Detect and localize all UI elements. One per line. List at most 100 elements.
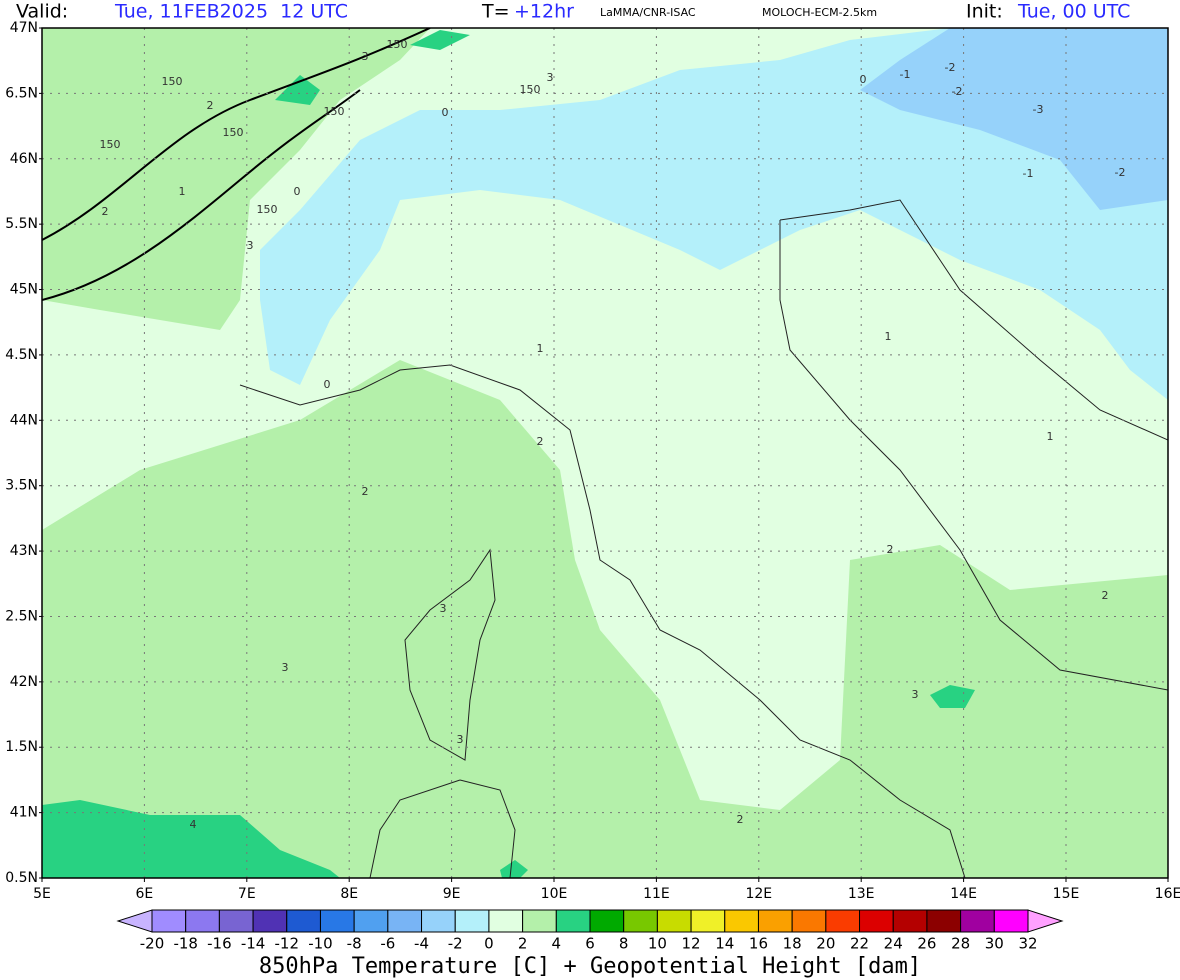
contour-label: 2 — [737, 813, 744, 826]
temp-band-minus2-0 — [260, 28, 1168, 400]
colorbar-box — [960, 909, 995, 933]
colorbar-label: -12 — [275, 935, 300, 953]
lat-label: 2.5N — [5, 608, 38, 624]
colorbar-label: 20 — [816, 935, 835, 953]
lon-label: 12E — [745, 886, 772, 902]
lon-label: 9E — [443, 886, 461, 902]
colorbar-label: -4 — [414, 935, 429, 953]
colorbar-box — [319, 909, 355, 933]
colorbar-label: 2 — [518, 935, 528, 953]
contour-label: 150 — [324, 105, 345, 118]
lat-label: 44N — [10, 412, 38, 428]
lon-label: 16E — [1155, 886, 1180, 902]
contour-label: -1 — [900, 68, 911, 81]
colorbar-box — [724, 909, 759, 933]
contour-label: 3 — [440, 602, 447, 615]
contour-label: 2 — [207, 99, 214, 112]
contour-label: 2 — [537, 435, 544, 448]
colorbar-label: 8 — [619, 935, 629, 953]
colorbar-box — [757, 909, 793, 933]
contour-label: 0 — [442, 106, 449, 119]
contour-label: 150 — [520, 83, 541, 96]
colorbar-label: 30 — [985, 935, 1004, 953]
contour-label: 1 — [537, 342, 544, 355]
lon-label: 6E — [136, 886, 154, 902]
colorbar-label: -2 — [448, 935, 463, 953]
colorbar-label: -18 — [173, 935, 198, 953]
lat-label: 42N — [10, 674, 38, 690]
contour-label: -1 — [1023, 167, 1034, 180]
lat-label: 1.5N — [5, 739, 38, 755]
corsica — [404, 548, 496, 761]
colorbar-label: 10 — [648, 935, 667, 953]
colorbar-box — [859, 909, 894, 933]
colorbar-arrow — [116, 909, 153, 933]
contour-label: 1 — [179, 185, 186, 198]
forecast-step: +12hr — [514, 1, 574, 23]
colorbar-box — [623, 909, 658, 933]
contour-label: 150 — [387, 38, 408, 51]
init-time: Tue, 00 UTC — [1017, 1, 1130, 23]
colorbar-box — [656, 909, 692, 933]
contour-label: 0 — [860, 73, 867, 86]
sardinia — [369, 779, 516, 878]
contour-label: 150 — [162, 75, 183, 88]
contour-label: 1 — [885, 330, 892, 343]
contour-label: 4 — [190, 818, 197, 831]
lat-label: 3.5N — [5, 478, 38, 494]
contour-label: 3 — [362, 50, 369, 63]
colorbar-label: 28 — [951, 935, 970, 953]
colorbar-label: -14 — [241, 935, 266, 953]
lat-label: 41N — [10, 805, 38, 821]
lat-label: 5.5N — [5, 216, 38, 232]
temp-band-4-6 — [275, 75, 320, 105]
contour-label: 3 — [282, 661, 289, 674]
colorbar-label: -8 — [347, 935, 362, 953]
contour-label: 2 — [1102, 589, 1109, 602]
lat-label: 6.5N — [5, 85, 38, 101]
colorbar-box — [993, 909, 1029, 933]
colorbar-box — [454, 909, 490, 933]
valid-label: Valid: — [16, 1, 68, 23]
colorbar-box — [286, 909, 321, 933]
colorbar-label: -6 — [380, 935, 395, 953]
lon-label: 14E — [950, 886, 977, 902]
colorbar-box — [892, 909, 928, 933]
lat-label: 43N — [10, 543, 38, 559]
map-axes: 47N 6.5N 46N 5.5N 45N 4.5N 44N 3.5N 43N 2.5N 42N 1.… — [5, 20, 1180, 902]
init-label: Init: — [966, 1, 1003, 23]
lat-label: 4.5N — [5, 347, 38, 363]
contour-label: 3 — [912, 688, 919, 701]
step-label: T= — [481, 1, 510, 23]
lon-label: 7E — [238, 886, 256, 902]
colorbar-title: 850hPa Temperature [C] + Geopotential He… — [259, 954, 921, 979]
colorbar-box — [218, 909, 254, 933]
height-contour — [42, 89, 361, 301]
colorbar-box — [185, 909, 220, 933]
colorbar-box — [488, 909, 524, 933]
lon-label: 10E — [541, 886, 568, 902]
colorbar-label: 22 — [850, 935, 869, 953]
colorbar-label: 14 — [715, 935, 734, 953]
temp-band-4-6 — [500, 860, 528, 878]
model: MOLOCH-ECM-2.5km — [762, 6, 877, 19]
lat-label: 0.5N — [5, 870, 38, 886]
contour-label: 2 — [102, 205, 109, 218]
lon-label: 13E — [848, 886, 875, 902]
lon-label: 5E — [33, 886, 51, 902]
temp-band-2-4-alps — [42, 28, 430, 330]
colorbar-label: 18 — [783, 935, 802, 953]
contour-label: 0 — [294, 185, 301, 198]
coastline — [779, 220, 1168, 691]
colorbar-label: 12 — [682, 935, 701, 953]
lat-label: 46N — [10, 151, 38, 167]
height-contour — [42, 28, 431, 241]
coastline — [779, 199, 1168, 441]
contour-label: 2 — [362, 485, 369, 498]
source: LaMMA/CNR-ISAC — [600, 6, 696, 19]
contour-label: 150 — [100, 138, 121, 151]
contour-label: 150 — [257, 203, 278, 216]
colorbar-label: 6 — [585, 935, 595, 953]
colorbar-box — [151, 909, 187, 933]
